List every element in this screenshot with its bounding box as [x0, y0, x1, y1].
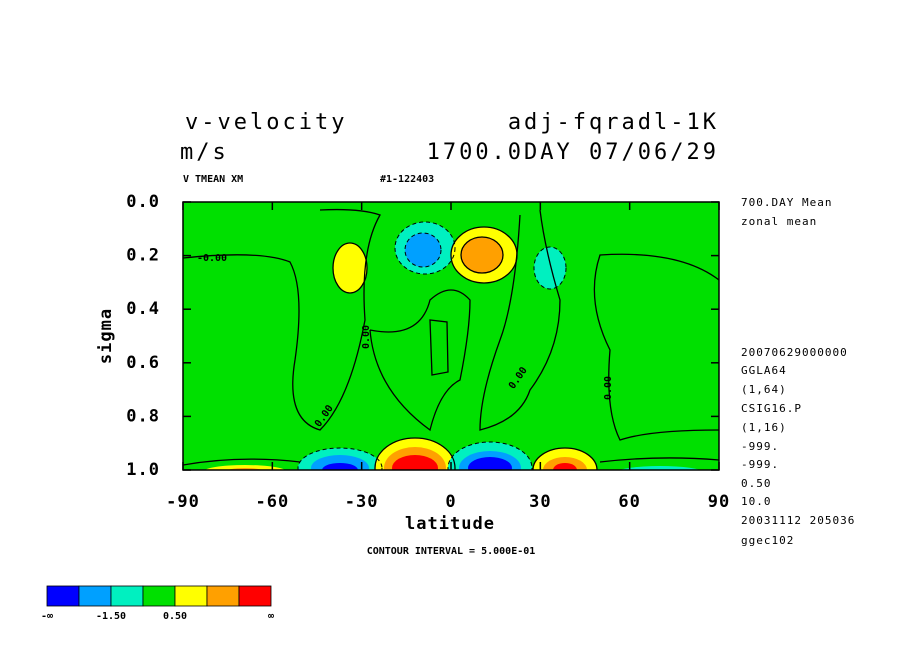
title-right: adj-fqradl-1K	[508, 110, 719, 135]
colorbar-swatch	[238, 585, 272, 607]
colorbar-label: -1.50	[96, 611, 126, 622]
info-text: 10.0	[741, 495, 772, 508]
colorbar-swatch	[46, 585, 80, 607]
y-tick-label: 0.6	[126, 353, 160, 373]
field	[183, 202, 719, 470]
info-text: 20070629000000	[741, 346, 848, 359]
y-tick-label: 0.0	[126, 192, 160, 212]
title-left: v-velocity	[185, 110, 347, 135]
colorbar-swatch	[174, 585, 208, 607]
colorbar-swatch	[142, 585, 176, 607]
x-tick-label: -30	[345, 492, 379, 512]
colorbar-label: 0.50	[163, 611, 187, 622]
run-label: #1-122403	[380, 174, 434, 185]
y-axis-label: sigma	[96, 308, 116, 364]
x-axis-label: latitude	[405, 514, 495, 534]
info-text: GGLA64	[741, 364, 787, 377]
colorbar-label: -∞	[41, 611, 53, 622]
info-text: (1,64)	[741, 383, 787, 396]
colorbar-swatch	[78, 585, 112, 607]
contour-lines	[183, 208, 719, 470]
info-text: (1,16)	[741, 421, 787, 434]
x-tick-label: -90	[166, 492, 200, 512]
info-text: -999.	[741, 458, 779, 471]
contour-label: 0.00	[361, 325, 372, 349]
colorbar-swatch	[206, 585, 240, 607]
info-text: CSIG16.P	[741, 402, 802, 415]
field-shading	[204, 222, 700, 470]
colorbar-label: ∞	[268, 611, 274, 622]
y-tick-label: 0.4	[126, 299, 160, 319]
x-tick-label: 90	[708, 492, 730, 512]
x-tick-label: 60	[618, 492, 640, 512]
x-tick-label: 30	[529, 492, 551, 512]
variable-label: V TMEAN XM	[183, 174, 243, 185]
info-text: zonal mean	[741, 215, 817, 228]
y-tick-label: 1.0	[126, 460, 160, 480]
info-text: 20031112 205036	[741, 514, 855, 527]
contour-label: 0.00	[603, 376, 614, 400]
y-tick-label: 0.8	[126, 406, 160, 426]
x-tick-label: 0	[445, 492, 456, 512]
info-text: ggec102	[741, 534, 794, 547]
contour-label: -0.00	[197, 253, 227, 264]
info-text: 0.50	[741, 477, 772, 490]
colorbar-swatch	[110, 585, 144, 607]
footer: CONTOUR INTERVAL = 5.000E-01	[367, 546, 536, 557]
x-tick-label: -60	[255, 492, 289, 512]
info-text: -999.	[741, 440, 779, 453]
subtitle-left: m/s	[180, 140, 229, 165]
info-text: 700.DAY Mean	[741, 196, 832, 209]
y-tick-label: 0.2	[126, 246, 160, 266]
subtitle-right: 1700.0DAY 07/06/29	[427, 140, 719, 165]
